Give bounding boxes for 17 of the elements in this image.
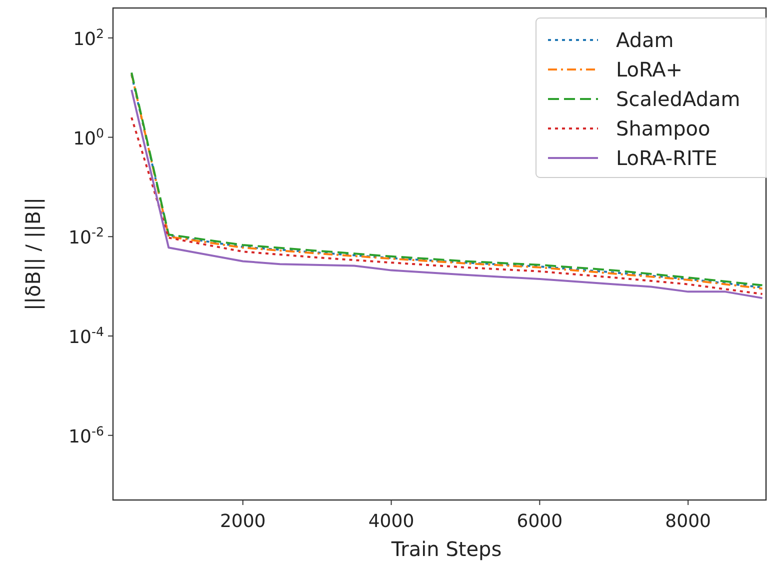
x-tick-label: 4000 [368,511,414,532]
y-tick-label: 10$^{0}$ [73,124,104,150]
y-tick-label: 10$^{-4}$ [68,324,104,348]
legend-label: Shampoo [616,116,710,140]
legend-label: Adam [616,28,674,52]
legend-label: LoRA+ [616,58,683,82]
legend-label: ScaledAdam [616,87,740,111]
x-tick-label: 8000 [665,511,711,532]
y-tick-label: 10$^{-2}$ [68,224,104,249]
x-tick-label: 6000 [516,511,563,532]
legend-label: LoRA-RITE [616,146,718,170]
y-tick-label: 10$^{-6}$ [68,422,104,448]
y-axis-title: ||δB|| / ||B|| [21,197,45,311]
y-tick-label: 10$^{2}$ [73,25,104,50]
x-axis-title: Train Steps [390,537,502,561]
x-tick-label: 2000 [220,511,266,532]
line-series [130,116,764,296]
